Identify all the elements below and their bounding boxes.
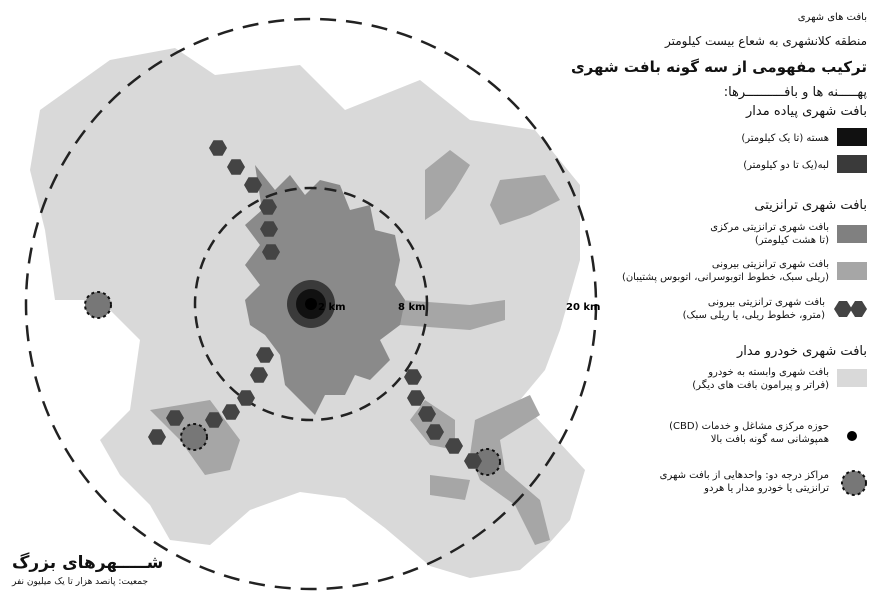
cbd-label-1: حوزه مرکزی مشاغل و خدمات (CBD) xyxy=(669,421,829,432)
rail-transit-node xyxy=(418,406,436,422)
rail-transit-node xyxy=(256,347,274,363)
cbd-label-2: همپوشانی سه گونه بافت بالا xyxy=(710,434,829,445)
rail-transit-node xyxy=(407,390,425,406)
legend-subtitle: منطقه کلانشهری به شعاع بیست کیلومتر xyxy=(665,34,867,48)
rail-transit-node xyxy=(148,429,166,445)
swatch-outer-transit xyxy=(837,262,867,280)
auto-heading: بافت شهری خودرو مدار xyxy=(737,344,867,359)
secondary-label-2: ترانزیتی یا خودرو مدار یا هردو xyxy=(704,483,829,494)
rail-transit-node xyxy=(262,244,280,260)
rail-transit-node xyxy=(205,412,223,428)
secondary-centers xyxy=(84,291,501,476)
rail-transit-node xyxy=(445,438,463,454)
rail-transit-label-1: بافت شهری ترانزیتی بیرونی xyxy=(707,297,825,308)
ring-20km xyxy=(24,17,598,591)
outer-transit-label-2: (ریلی سبک، خطوط اتوبوسرانی، اتوبوس پشتیب… xyxy=(621,272,829,283)
city-size-title: شـــــهرهای بزرگ xyxy=(12,553,164,573)
secondary-center-icon xyxy=(841,470,867,496)
rail-transit-node xyxy=(244,177,262,193)
swatch-core xyxy=(837,128,867,146)
hexagon-swatch-icon xyxy=(834,301,867,317)
rail-transit-node xyxy=(426,424,444,440)
rail-transit-node xyxy=(464,453,482,469)
ring-label-2km: 2 km xyxy=(318,302,346,313)
rail-transit-node xyxy=(227,159,245,175)
legend-title: ترکیب مفهومی از سه گونه بافت شهری xyxy=(570,58,867,76)
central-transit-label-2: (تا هشت کیلومتر) xyxy=(754,235,829,246)
secondary-label-1: مراکز درجه دو: واحدهایی از بافت شهری xyxy=(659,470,829,481)
walking-heading: بافت شهری پیاده مدار xyxy=(746,104,867,119)
rail-transit-node xyxy=(237,390,255,406)
rail-transit-node xyxy=(222,404,240,420)
rail-transit-node xyxy=(166,410,184,426)
swatch-central-transit xyxy=(837,225,867,243)
transit-heading: بافت شهری ترانزیتی xyxy=(754,198,867,213)
legend-zones-heading: پهـــــنه ها و بافــــــــــرها: xyxy=(723,85,867,100)
auto-label-1: بافت شهری وابسته به خودرو xyxy=(708,367,829,378)
rail-transit-node xyxy=(260,221,278,237)
walking-edge-label: لبه(یک تا دو کیلومتر) xyxy=(743,160,829,171)
central-transit-label-1: بافت شهری ترانزیتی مرکزی xyxy=(710,222,829,233)
legend-header-small: بافت های شهری xyxy=(797,12,867,23)
outer-transit-label-1: بافت شهری ترانزیتی بیرونی xyxy=(711,259,829,270)
swatch-edge xyxy=(837,155,867,173)
rail-transit-node xyxy=(250,367,268,383)
rail-transit-node xyxy=(209,140,227,156)
ring-label-8km: 8 km xyxy=(398,302,426,313)
auto-label-2: (فراتر و پیرامون بافت های دیگر) xyxy=(692,380,829,391)
rail-transit-node xyxy=(259,199,277,215)
walking-core-label: هسته (تا یک کیلومتر) xyxy=(741,133,829,144)
ring-8km xyxy=(193,186,429,422)
cbd-dot xyxy=(305,298,317,310)
ring-label-20km: 20 km xyxy=(566,302,600,313)
cbd-dot-icon xyxy=(847,431,857,441)
swatch-auto xyxy=(837,369,867,387)
population-label: جمعیت: پانصد هزار تا یک میلیون نفر xyxy=(12,577,149,587)
rail-transit-label-2: (مترو، خطوط ریلی، یا ریلی سبک) xyxy=(682,310,825,321)
rail-transit-node xyxy=(404,369,422,385)
rail-transit-nodes xyxy=(148,140,482,469)
